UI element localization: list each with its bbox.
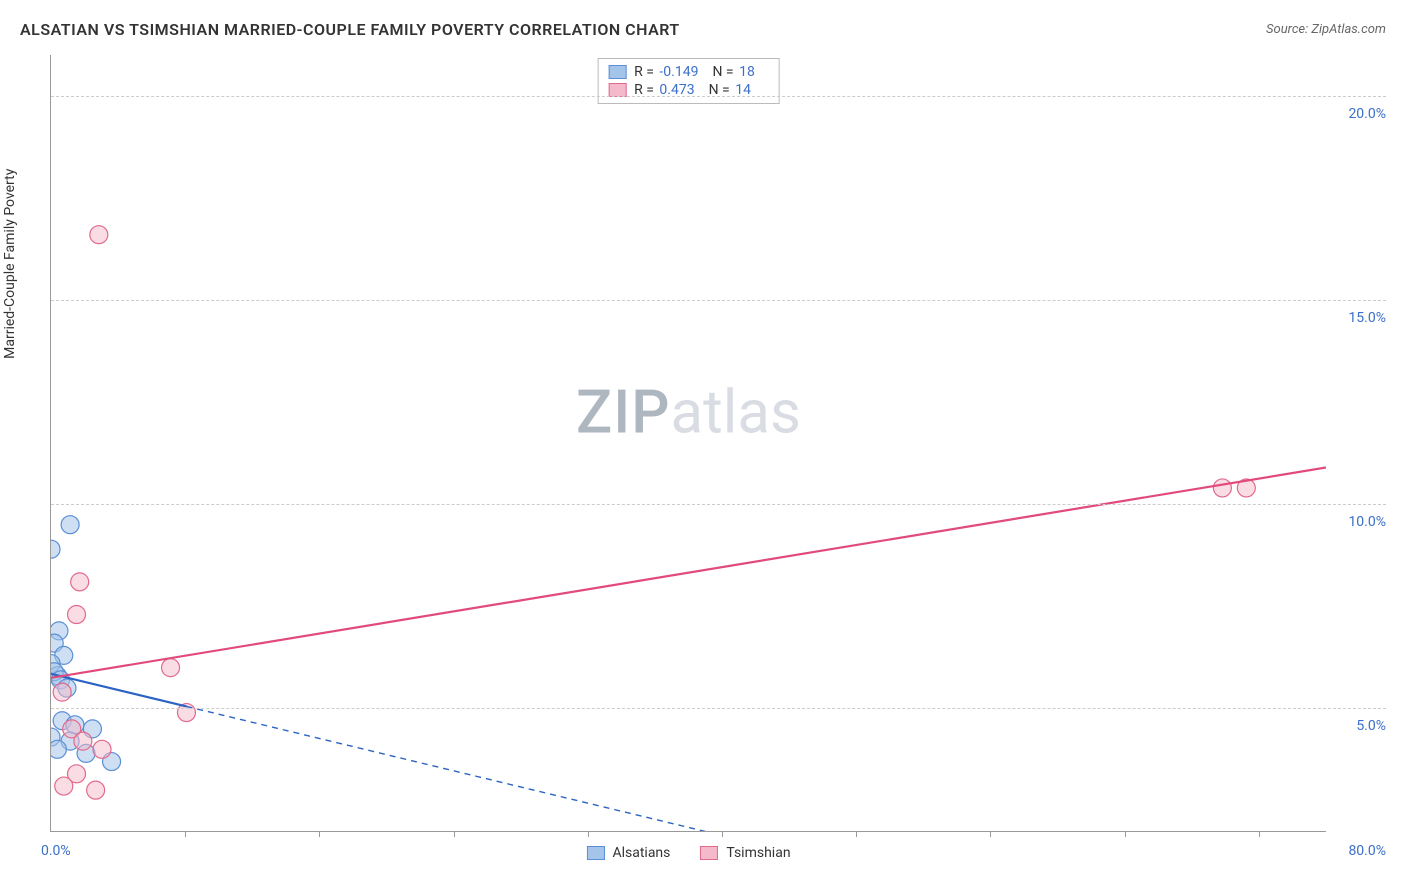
x-tick bbox=[185, 831, 186, 837]
x-tick bbox=[722, 831, 723, 837]
x-tick bbox=[990, 831, 991, 837]
legend-item: Alsatians bbox=[586, 845, 670, 861]
gridline bbox=[51, 96, 1386, 97]
scatter-plot-svg bbox=[51, 55, 1326, 831]
regression-extrapolation bbox=[186, 706, 720, 831]
x-min-label: 0.0% bbox=[41, 843, 71, 859]
scatter-point bbox=[61, 516, 79, 534]
x-tick bbox=[1259, 831, 1260, 837]
scatter-point bbox=[51, 540, 60, 558]
scatter-point bbox=[93, 740, 111, 758]
stats-legend: R = -0.149N = 18 R = 0.473N = 14 bbox=[597, 58, 780, 104]
swatch-series-0 bbox=[608, 65, 626, 79]
y-tick-label: 20.0% bbox=[1331, 106, 1386, 122]
r-value-0: -0.149 bbox=[659, 64, 698, 80]
gridline bbox=[51, 300, 1386, 301]
scatter-point bbox=[51, 740, 66, 758]
chart-source: Source: ZipAtlas.com bbox=[1266, 22, 1386, 37]
scatter-point bbox=[1213, 479, 1231, 497]
swatch-legend-0 bbox=[586, 846, 604, 860]
scatter-point bbox=[68, 606, 86, 624]
legend-label-1: Tsimshian bbox=[726, 845, 790, 861]
scatter-point bbox=[162, 659, 180, 677]
n-value-0: 18 bbox=[739, 64, 755, 80]
scatter-point bbox=[55, 777, 73, 795]
scatter-point bbox=[74, 732, 92, 750]
legend-item: Tsimshian bbox=[700, 845, 790, 861]
regression-line bbox=[51, 468, 1326, 678]
gridline bbox=[51, 504, 1386, 505]
y-axis-label: Married-Couple Family Poverty bbox=[2, 169, 18, 359]
y-tick-label: 5.0% bbox=[1331, 718, 1386, 734]
x-tick bbox=[319, 831, 320, 837]
gridline bbox=[51, 708, 1386, 709]
scatter-point bbox=[53, 683, 71, 701]
x-tick bbox=[454, 831, 455, 837]
stats-row: R = -0.149N = 18 bbox=[608, 63, 769, 81]
chart-title: ALSATIAN VS TSIMSHIAN MARRIED-COUPLE FAM… bbox=[20, 20, 680, 39]
series-legend: Alsatians Tsimshian bbox=[586, 845, 790, 861]
x-max-label: 80.0% bbox=[1348, 843, 1386, 859]
scatter-point bbox=[90, 226, 108, 244]
x-tick bbox=[1125, 831, 1126, 837]
swatch-legend-1 bbox=[700, 846, 718, 860]
y-tick-label: 15.0% bbox=[1331, 310, 1386, 326]
x-tick bbox=[856, 831, 857, 837]
plot-area: ZIPatlas R = -0.149N = 18 R = 0.473N = 1… bbox=[50, 55, 1326, 832]
y-tick-label: 10.0% bbox=[1331, 514, 1386, 530]
scatter-point bbox=[71, 573, 89, 591]
x-tick bbox=[588, 831, 589, 837]
legend-label-0: Alsatians bbox=[612, 845, 670, 861]
scatter-point bbox=[87, 781, 105, 799]
